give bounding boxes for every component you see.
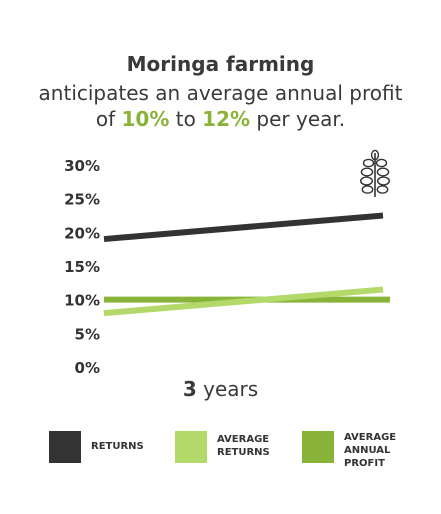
y-tick-label: 25% xyxy=(64,191,100,209)
series-line-returns xyxy=(103,212,384,243)
legend-average-annual-profit: AVERAGE ANNUAL PROFIT xyxy=(302,431,422,470)
subtitle-suffix: per year. xyxy=(250,107,346,131)
legend-swatch-returns xyxy=(49,431,81,463)
y-tick-label: 10% xyxy=(64,292,100,310)
legend-swatch-average-returns xyxy=(175,431,207,463)
x-axis-number: 3 xyxy=(182,377,197,401)
y-tick-label: 15% xyxy=(64,258,100,276)
y-tick-label: 30% xyxy=(64,157,100,175)
y-axis: 30% 25% 20% 15% 10% 5% 0% xyxy=(64,157,100,377)
legend-swatch-average-annual-profit xyxy=(302,431,334,463)
x-axis-label: 3 years xyxy=(0,377,441,401)
series-line-average-returns xyxy=(103,286,384,317)
chart-subtitle-line3: of 10% to 12% per year. xyxy=(0,107,441,131)
y-tick-label: 5% xyxy=(75,325,100,343)
y-tick-label: 0% xyxy=(75,359,100,377)
chart-subtitle: anticipates an average annual profit xyxy=(38,81,403,105)
legend-label-returns: RETURNS xyxy=(91,441,144,452)
low-percent: 10% xyxy=(121,107,170,131)
chart-title: Moringa farming xyxy=(126,52,315,76)
subtitle-prefix: of xyxy=(95,107,122,131)
y-tick-label: 20% xyxy=(64,224,100,242)
subtitle-connector: to xyxy=(169,107,203,131)
legend-label-average-returns: AVERAGE RETURNS xyxy=(217,434,270,458)
high-percent: 12% xyxy=(202,107,251,131)
chart-lines xyxy=(103,212,390,317)
legend-returns: RETURNS xyxy=(49,431,169,463)
legend-label-average-annual-profit: AVERAGE ANNUAL PROFIT xyxy=(344,432,397,469)
x-axis-unit: years xyxy=(196,377,259,401)
legend-average-returns: AVERAGE RETURNS xyxy=(175,431,295,463)
moringa-leaf-icon xyxy=(359,149,391,197)
